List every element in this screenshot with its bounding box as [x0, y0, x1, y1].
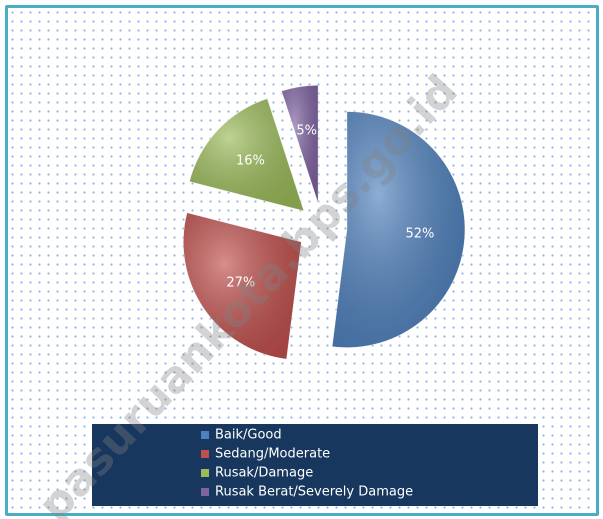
- legend-box: [92, 424, 538, 506]
- legend-label: Sedang/Moderate: [215, 447, 330, 462]
- data-label: 16%: [236, 153, 265, 168]
- legend-marker: [201, 469, 209, 477]
- slice-shade: [189, 98, 304, 211]
- data-label: 52%: [406, 227, 435, 242]
- legend-label: Baik/Good: [215, 428, 282, 443]
- legend-marker: [201, 431, 209, 439]
- slice-shade: [281, 85, 319, 204]
- legend-marker: [201, 488, 209, 496]
- legend-label: Rusak Berat/Severely Damage: [215, 485, 413, 500]
- data-label: 5%: [296, 124, 317, 139]
- data-label: 27%: [226, 276, 255, 291]
- slice-shade: [183, 212, 302, 360]
- slice-shade: [332, 111, 465, 348]
- legend-label: Rusak/Damage: [215, 466, 313, 481]
- legend-marker: [201, 450, 209, 458]
